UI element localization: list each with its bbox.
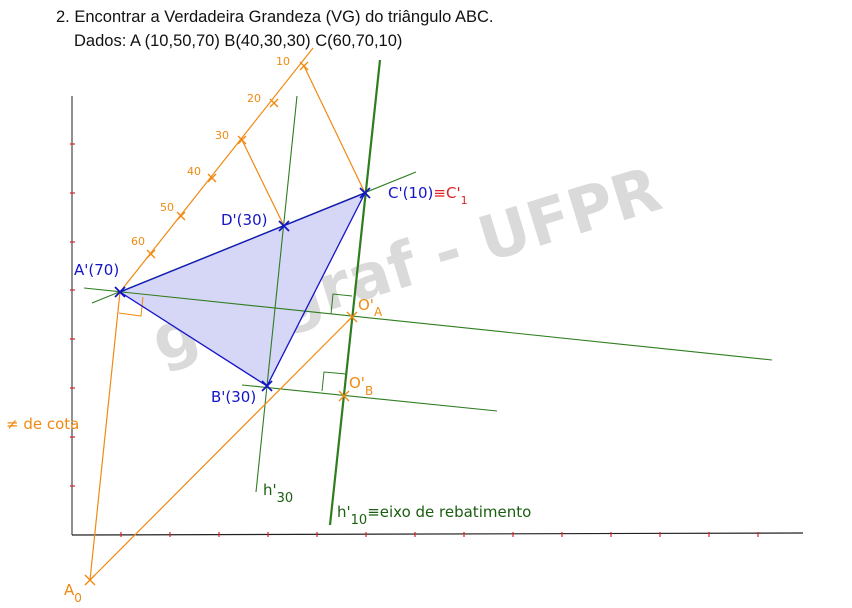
label-h10-sub: 10 bbox=[351, 513, 368, 528]
label-h10-main: h' bbox=[337, 503, 351, 521]
scale-label-40: 40 bbox=[187, 165, 201, 178]
edge-ac bbox=[119, 192, 366, 293]
scale-mark-50 bbox=[176, 211, 186, 221]
label-c-prime: C'(10)≡C'1 bbox=[388, 184, 468, 207]
label-oa-sub: A bbox=[374, 305, 383, 319]
label-h30-sub: 30 bbox=[277, 491, 294, 506]
orange-construction-lines bbox=[89, 47, 366, 581]
label-a-prime: A'(70) bbox=[74, 261, 119, 279]
scale-label-50: 50 bbox=[160, 201, 174, 214]
scale-label-20: 20 bbox=[247, 92, 261, 105]
label-c1-sub: 1 bbox=[461, 194, 468, 207]
label-c-equiv: ≡ bbox=[433, 184, 446, 202]
line-perpendicular-b bbox=[241, 384, 498, 412]
label-c1: C' bbox=[446, 184, 461, 202]
point-mark-a0 bbox=[84, 574, 96, 586]
line-a0-to-oa bbox=[89, 316, 353, 581]
scale-mark-40 bbox=[207, 173, 217, 183]
edge-ba bbox=[119, 291, 268, 387]
label-d-prime: D'(30) bbox=[221, 211, 267, 229]
scale-label-30: 30 bbox=[215, 129, 229, 142]
scale-mark-30 bbox=[237, 135, 247, 145]
vertex-mark-a bbox=[114, 286, 126, 298]
right-angle-mark-ob bbox=[321, 371, 347, 392]
vertex-mark-d bbox=[278, 220, 290, 232]
scale-tick-marks bbox=[84, 61, 358, 586]
line-30-to-d bbox=[241, 139, 285, 227]
label-ob-main: O' bbox=[349, 374, 365, 392]
scale-tick-labels: 10 20 30 40 50 60 bbox=[131, 55, 290, 248]
label-ob: O'B bbox=[349, 374, 373, 398]
edge-cb bbox=[266, 192, 366, 387]
vertical-axis-ticks bbox=[70, 143, 75, 487]
problem-statement: 2. Encontrar a Verdadeira Grandeza (VG) … bbox=[56, 8, 494, 26]
label-a0-main: A bbox=[64, 581, 75, 599]
line-h10-axis bbox=[328, 59, 382, 526]
scale-label-10: 10 bbox=[276, 55, 290, 68]
label-h30-main: h' bbox=[263, 481, 277, 499]
scale-mark-20 bbox=[269, 98, 279, 108]
reference-axes bbox=[70, 96, 804, 537]
problem-title: 2. Encontrar a Verdadeira Grandeza (VG) … bbox=[56, 5, 494, 53]
line-a-to-a0 bbox=[89, 291, 121, 581]
point-mark-ob bbox=[338, 390, 350, 402]
right-angle-mark-oa bbox=[330, 293, 353, 315]
horizontal-axis-ticks bbox=[120, 532, 759, 537]
problem-data-line: Dados: A (10,50,70) B(40,30,30) C(60,70,… bbox=[74, 32, 403, 50]
triangle-abc-edges bbox=[119, 192, 366, 387]
scale-mark-10 bbox=[299, 61, 309, 71]
label-oa: O'A bbox=[358, 296, 383, 319]
line-perpendicular-a bbox=[83, 287, 773, 361]
scale-mark-60 bbox=[146, 249, 156, 259]
label-ob-sub: B bbox=[365, 384, 373, 398]
label-b-prime: B'(30) bbox=[211, 388, 256, 406]
point-mark-oa bbox=[346, 311, 358, 323]
vertex-mark-c bbox=[359, 187, 371, 199]
vertex-mark-b bbox=[261, 380, 273, 392]
label-h10-desc: ≡eixo de rebatimento bbox=[367, 503, 531, 521]
horizontal-axis bbox=[71, 532, 804, 536]
label-a0: A0 bbox=[64, 581, 82, 605]
line-h30 bbox=[255, 95, 298, 493]
label-different-cota: ≠ de cota bbox=[6, 415, 79, 433]
label-h10: h'10≡eixo de rebatimento bbox=[337, 503, 531, 528]
label-c-prime-main: C'(10) bbox=[388, 184, 433, 202]
scale-label-60: 60 bbox=[131, 235, 145, 248]
label-oa-main: O' bbox=[358, 296, 374, 314]
right-angle-mark-a bbox=[118, 296, 144, 317]
label-h30: h'30 bbox=[263, 481, 293, 506]
triangle-abc-fill bbox=[120, 193, 365, 386]
line-10-to-c bbox=[303, 65, 366, 194]
graduated-scale-line bbox=[119, 47, 314, 293]
label-a0-sub: 0 bbox=[74, 591, 82, 605]
triangle-vertex-marks bbox=[114, 187, 371, 392]
